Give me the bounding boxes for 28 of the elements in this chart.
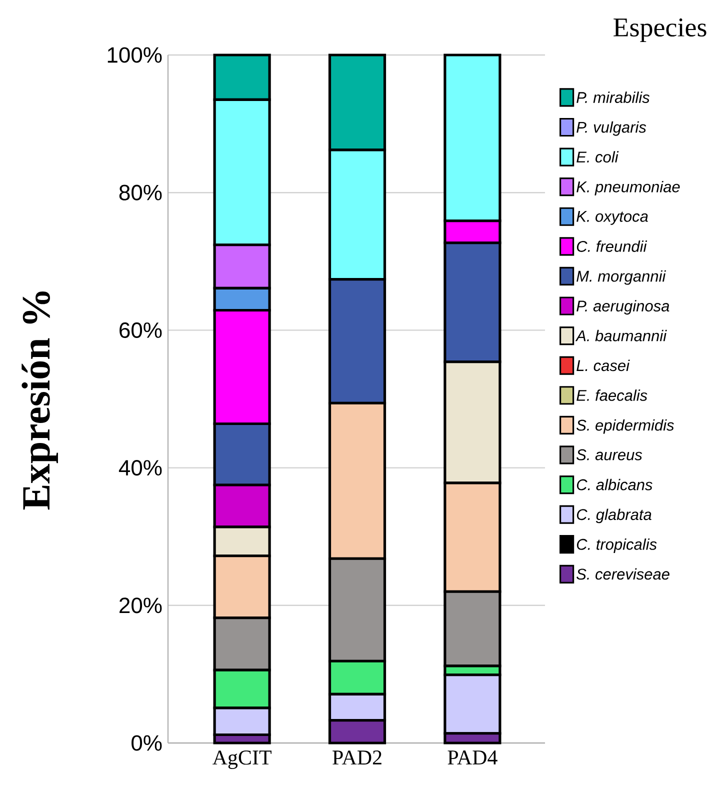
legend-label: P. aeruginosa — [576, 300, 670, 315]
legend-label: C. glabrata — [576, 508, 652, 524]
x-tick-label: AgCIT — [212, 750, 272, 769]
legend-label: P. vulgaris — [576, 121, 646, 136]
legend-label: C. freundii — [576, 240, 648, 252]
y-axis-title: Expresión % — [22, 291, 58, 510]
legend-label: K. oxytoca — [576, 211, 648, 225]
legend-label: K. pneumoniae — [576, 180, 680, 196]
legend-label: L. casei — [576, 360, 630, 372]
y-tick-label: 60% — [120, 322, 162, 338]
legend-label: E. coli — [576, 151, 619, 163]
legend-label: P. mirabilis — [576, 92, 650, 103]
legend-label: M. morgannii — [576, 270, 666, 285]
y-tick-label: 20% — [120, 598, 162, 614]
legend-title: Especies — [614, 18, 706, 42]
x-tick-label: PAD4 — [448, 750, 498, 764]
x-tick-label: PAD2 — [332, 750, 382, 764]
legend-label: S. cereviseae — [576, 568, 670, 580]
y-tick-label: 40% — [118, 460, 162, 476]
legend-label: E. faecalis — [576, 390, 648, 401]
y-tick-label: 80% — [119, 184, 162, 200]
legend-label: S. aureus — [576, 449, 642, 460]
legend-label: A. baumannii — [575, 330, 667, 342]
legend-label: C. albicans — [576, 478, 652, 490]
y-tick-label: 0% — [132, 735, 162, 751]
legend-label: S. epidermidis — [576, 419, 674, 434]
legend-label: C. tropicalis — [576, 538, 657, 553]
y-tick-label: 100% — [108, 47, 162, 63]
